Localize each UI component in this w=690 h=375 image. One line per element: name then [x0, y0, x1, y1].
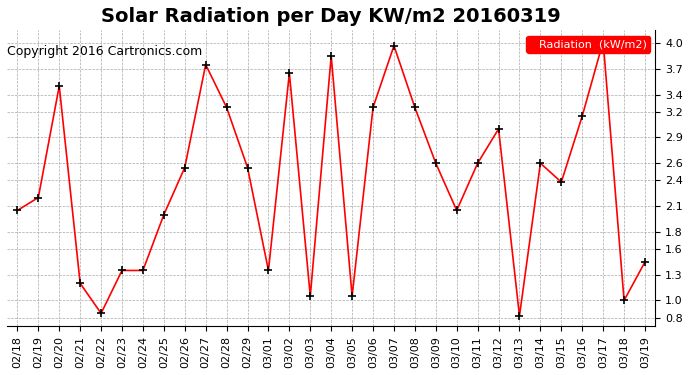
Point: [305, 293, 316, 299]
Point: [409, 105, 420, 111]
Text: Copyright 2016 Cartronics.com: Copyright 2016 Cartronics.com: [7, 45, 202, 58]
Point: [117, 267, 128, 273]
Point: [284, 70, 295, 76]
Point: [431, 160, 442, 166]
Title: Solar Radiation per Day KW/m2 20160319: Solar Radiation per Day KW/m2 20160319: [101, 7, 561, 26]
Point: [514, 313, 525, 319]
Point: [54, 83, 65, 89]
Point: [346, 293, 357, 299]
Point: [75, 280, 86, 286]
Point: [158, 212, 169, 218]
Point: [179, 165, 190, 171]
Legend: Radiation  (kW/m2): Radiation (kW/m2): [526, 36, 650, 52]
Point: [263, 267, 274, 273]
Point: [640, 259, 651, 265]
Point: [472, 160, 483, 166]
Point: [242, 165, 253, 171]
Point: [556, 179, 567, 185]
Point: [577, 113, 588, 119]
Point: [618, 297, 629, 303]
Point: [451, 207, 462, 213]
Point: [221, 105, 232, 111]
Point: [326, 53, 337, 59]
Point: [137, 267, 148, 273]
Point: [493, 126, 504, 132]
Point: [535, 160, 546, 166]
Point: [200, 62, 211, 68]
Point: [33, 195, 44, 201]
Point: [598, 38, 609, 44]
Point: [95, 310, 106, 316]
Point: [12, 207, 23, 213]
Point: [368, 105, 379, 111]
Point: [388, 43, 400, 49]
